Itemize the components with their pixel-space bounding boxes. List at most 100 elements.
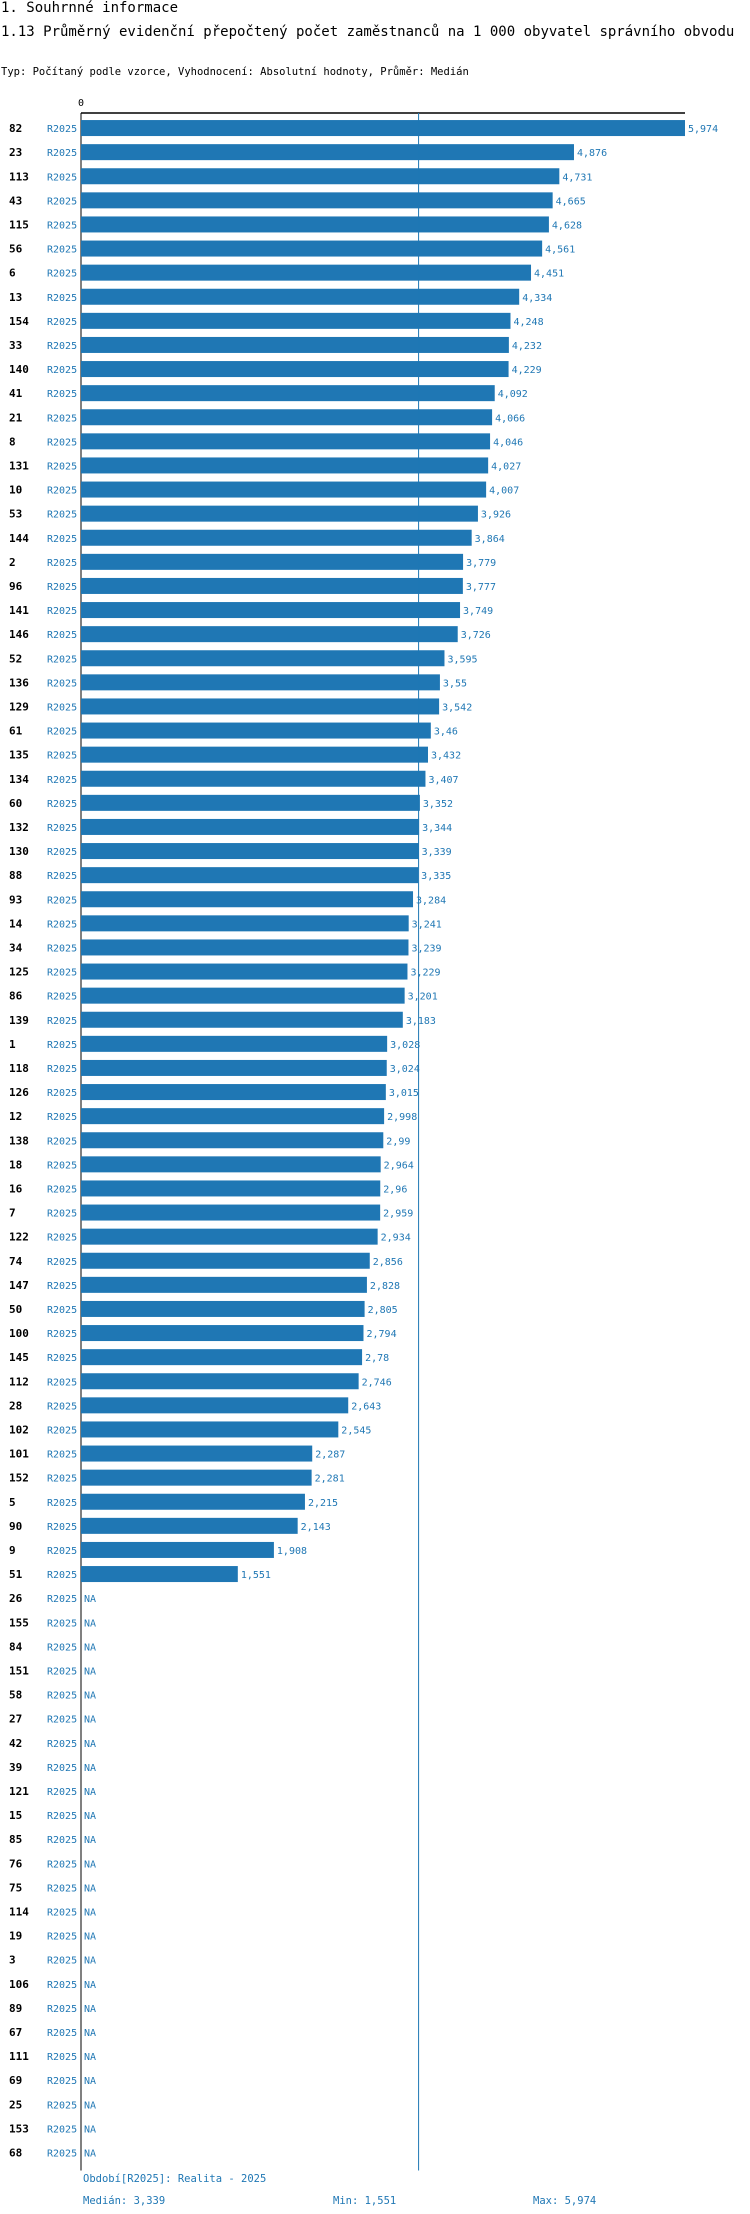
value-label: 3,015 (389, 1088, 419, 1099)
bar (81, 1421, 339, 1438)
period-label: R2025 (47, 919, 77, 930)
value-label: 2,964 (384, 1160, 414, 1171)
bar (81, 1132, 384, 1149)
value-label: 3,926 (481, 510, 511, 521)
value-label: 2,643 (351, 1401, 381, 1412)
category-label: 5 (9, 1496, 16, 1509)
period-label: R2025 (47, 1763, 77, 1774)
category-label: 135 (9, 749, 29, 762)
value-label: 3,284 (416, 895, 446, 906)
period-label: R2025 (47, 2100, 77, 2111)
value-label: 3,344 (422, 823, 452, 834)
period-label: R2025 (47, 1209, 77, 1220)
category-label: 115 (9, 218, 29, 231)
bar (81, 336, 509, 353)
bar (81, 120, 685, 137)
category-label: 102 (9, 1423, 29, 1436)
bar (81, 1084, 386, 1101)
footer-max: Max: 5,974 (533, 2195, 597, 2207)
period-label: R2025 (47, 751, 77, 762)
category-label: 155 (9, 1616, 29, 1629)
category-label: 19 (9, 1930, 22, 1943)
period-label: R2025 (47, 678, 77, 689)
bar (81, 891, 414, 908)
period-label: R2025 (47, 943, 77, 954)
value-label: NA (84, 1763, 96, 1774)
bar (81, 626, 458, 643)
value-label: NA (84, 1956, 96, 1967)
period-label: R2025 (47, 124, 77, 135)
value-label: 4,229 (512, 365, 542, 376)
bar (81, 1156, 381, 1173)
period-label: R2025 (47, 510, 77, 521)
value-label: NA (84, 1859, 96, 1870)
category-label: 27 (9, 1713, 22, 1726)
bar (81, 457, 489, 474)
value-label: 2,805 (368, 1305, 398, 1316)
category-label: 8 (9, 435, 16, 448)
bar (81, 1325, 364, 1342)
bar (81, 770, 426, 787)
value-label: 2,96 (383, 1184, 407, 1195)
category-label: 151 (9, 1664, 29, 1677)
value-label: 3,201 (408, 992, 438, 1003)
period-label: R2025 (47, 1522, 77, 1533)
period-label: R2025 (47, 1040, 77, 1051)
value-label: 1,551 (241, 1570, 271, 1581)
category-label: 111 (9, 2050, 29, 2063)
category-label: 18 (9, 1158, 22, 1171)
bar (81, 1035, 388, 1052)
category-label: 15 (9, 1809, 22, 1822)
period-label: R2025 (47, 1859, 77, 1870)
bar (81, 698, 440, 715)
period-label: R2025 (47, 1016, 77, 1027)
period-label: R2025 (47, 1401, 77, 1412)
value-label: 3,352 (423, 799, 453, 810)
category-label: 60 (9, 797, 22, 810)
period-label: R2025 (47, 1425, 77, 1436)
value-label: 3,726 (461, 630, 491, 641)
bar (81, 794, 420, 811)
period-label: R2025 (47, 2004, 77, 2015)
period-label: R2025 (47, 2076, 77, 2087)
value-label: 4,665 (556, 196, 586, 207)
period-label: R2025 (47, 1980, 77, 1991)
period-label: R2025 (47, 630, 77, 641)
period-label: R2025 (47, 702, 77, 713)
value-label: 3,595 (447, 654, 477, 665)
bar (81, 288, 520, 305)
value-label: NA (84, 1666, 96, 1677)
category-label: 138 (9, 1134, 29, 1147)
category-label: 9 (9, 1544, 16, 1557)
value-label: NA (84, 1618, 96, 1629)
value-label: 3,407 (428, 775, 458, 786)
bar (81, 481, 487, 498)
bar (81, 1541, 274, 1558)
period-label: R2025 (47, 775, 77, 786)
period-label: R2025 (47, 1787, 77, 1798)
category-label: 144 (9, 532, 29, 545)
bar (81, 915, 409, 932)
bar (81, 843, 419, 860)
value-label: 2,215 (308, 1498, 338, 1509)
value-label: 2,794 (366, 1329, 396, 1340)
period-label: R2025 (47, 220, 77, 231)
period-label: R2025 (47, 389, 77, 400)
value-label: 2,545 (341, 1425, 371, 1436)
bar (81, 577, 463, 594)
period-label: R2025 (47, 1450, 77, 1461)
bar (81, 1204, 381, 1221)
value-label: 4,046 (493, 437, 523, 448)
period-label: R2025 (47, 606, 77, 617)
category-label: 141 (9, 604, 29, 617)
period-label: R2025 (47, 1377, 77, 1388)
category-label: 145 (9, 1351, 29, 1364)
value-label: NA (84, 1642, 96, 1653)
value-label: 2,934 (381, 1233, 411, 1244)
period-label: R2025 (47, 1088, 77, 1099)
bar (81, 987, 405, 1004)
category-label: 129 (9, 700, 29, 713)
x-tick-label: 0 (78, 98, 84, 109)
bar (81, 746, 428, 763)
